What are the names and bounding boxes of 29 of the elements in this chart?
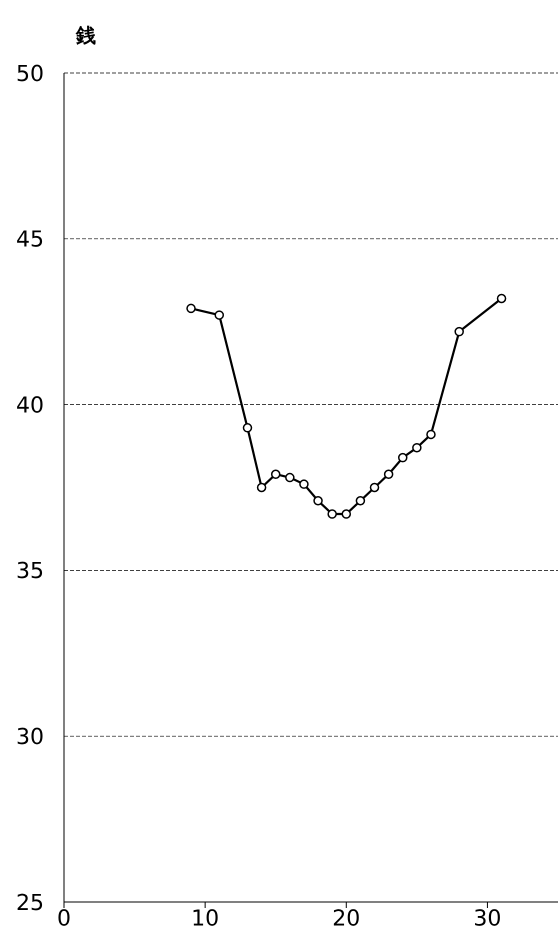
y-tick-label: 25: [16, 890, 44, 916]
point: [186, 304, 196, 314]
point: [256, 482, 266, 492]
y-tick-label: 35: [16, 559, 44, 584]
point: [327, 509, 337, 519]
point: [285, 472, 295, 482]
point: [270, 469, 280, 479]
point: [496, 294, 506, 304]
x-tick-label: 0: [57, 906, 71, 932]
point: [398, 452, 408, 462]
y-tick-label: 30: [16, 725, 44, 750]
point: [356, 496, 366, 506]
x-tick-label: 10: [191, 906, 220, 932]
point: [370, 482, 380, 492]
y-tick-label: 50: [16, 62, 44, 87]
x-tick-label: 20: [332, 906, 360, 932]
point: [214, 310, 224, 320]
point: [313, 496, 323, 506]
point: [242, 423, 252, 433]
y-tick-label: 40: [16, 393, 44, 418]
point: [384, 469, 394, 479]
y-axis-title: 銭: [76, 22, 96, 49]
point: [412, 442, 422, 452]
point: [342, 509, 352, 519]
point: [426, 430, 436, 440]
y-tick-label: 45: [16, 228, 44, 253]
point: [299, 479, 309, 489]
point: [454, 326, 464, 336]
x-tick-label: 30: [473, 906, 502, 932]
